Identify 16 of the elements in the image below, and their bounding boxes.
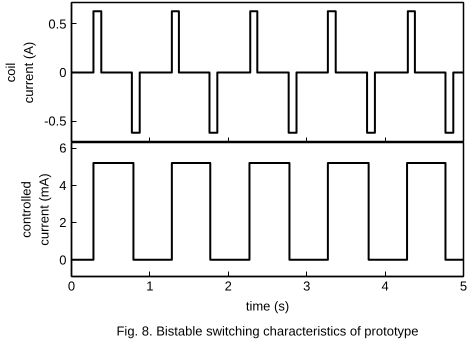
- y-tick-label: -0.5: [44, 114, 67, 129]
- y-tick-label: 4: [59, 178, 67, 193]
- x-tick-label: 3: [303, 278, 310, 294]
- y-axis-title: coil current (A): [3, 42, 36, 104]
- x-tick-label: 4: [381, 278, 389, 294]
- y-tick-label: 6: [59, 140, 67, 156]
- y-tick-label: 2: [59, 215, 67, 230]
- y-axis-title: controlled current (mA): [18, 173, 52, 246]
- y-tick-label: 0: [59, 252, 67, 268]
- y-tick-label: 0: [59, 65, 67, 80]
- y-tick-label: 0.5: [48, 16, 67, 32]
- x-tick-label: 2: [224, 278, 232, 294]
- x-tick-label: 5: [460, 278, 468, 294]
- caption: Fig. 8. Bistable switching characteristics of prototype: [116, 324, 419, 338]
- x-axis-title: time (s): [246, 298, 290, 314]
- x-tick-label: 1: [146, 278, 154, 294]
